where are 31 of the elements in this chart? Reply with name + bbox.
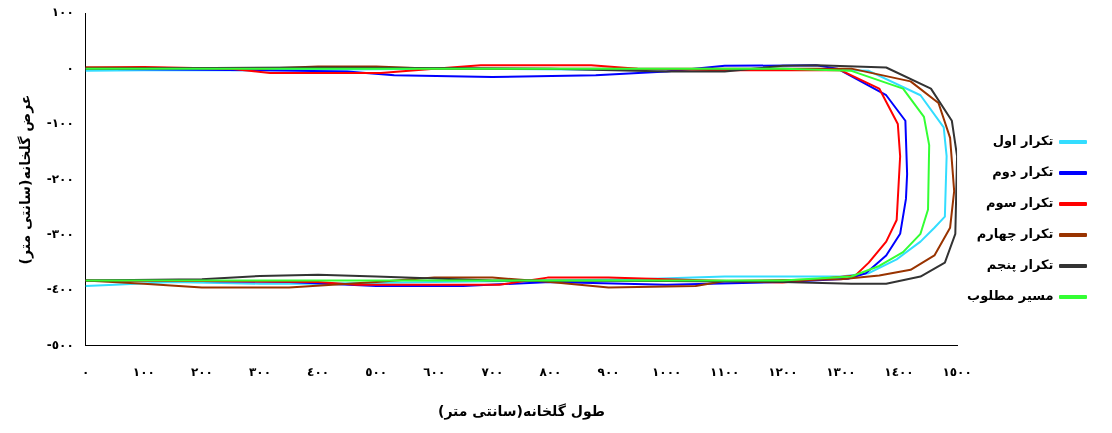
y-tick-label: -١٠٠ xyxy=(46,116,74,131)
y-tick-label: -٥٠٠ xyxy=(46,337,74,352)
y-tick-label: ٠ xyxy=(66,60,74,75)
x-tick-label: ٧٠٠ xyxy=(481,365,504,380)
x-tick-label: ١٠٠ xyxy=(132,365,155,380)
x-tick-label: ٣٠٠ xyxy=(249,365,272,380)
x-tick-label: ١٤٠٠ xyxy=(884,365,914,380)
legend-label: تکرار پنجم xyxy=(986,257,1054,273)
legend-label: مسیر مطلوب xyxy=(967,288,1054,304)
x-tick-label: ٨٠٠ xyxy=(539,365,562,380)
x-tick-label: ٥٠٠ xyxy=(365,365,388,380)
x-tick-label: ٩٠٠ xyxy=(597,365,620,380)
x-tick-label: ٤٠٠ xyxy=(307,365,330,380)
x-tick-label: ٢٠٠ xyxy=(190,365,213,380)
x-axis-title: طول گلخانه(سانتی متر) xyxy=(437,403,605,421)
x-tick-label: ٦٠٠ xyxy=(423,365,446,380)
legend-label: تکرار سوم xyxy=(986,195,1054,212)
legend-label: تکرار اول xyxy=(992,133,1054,149)
x-tick-label: ١٢٠٠ xyxy=(768,365,798,380)
legend-label: تکرار چهارم xyxy=(976,226,1054,243)
x-tick-label: ١١٠٠ xyxy=(710,365,740,380)
x-tick-label: ١٠٠٠ xyxy=(651,365,682,380)
x-tick-label: ١٣٠٠ xyxy=(826,365,856,380)
y-tick-label: -٣٠٠ xyxy=(46,227,74,242)
y-tick-label: -٤٠٠ xyxy=(46,282,74,297)
y-tick-label: -٢٠٠ xyxy=(46,171,74,186)
legend-label: تکرار دوم xyxy=(992,164,1054,181)
y-axis-title: عرض گلخانه(سانتی متر) xyxy=(17,94,35,265)
x-tick-label: ١٥٠٠ xyxy=(942,365,972,380)
y-tick-label: ١٠٠ xyxy=(51,5,74,20)
x-tick-label: ٠ xyxy=(82,365,90,380)
